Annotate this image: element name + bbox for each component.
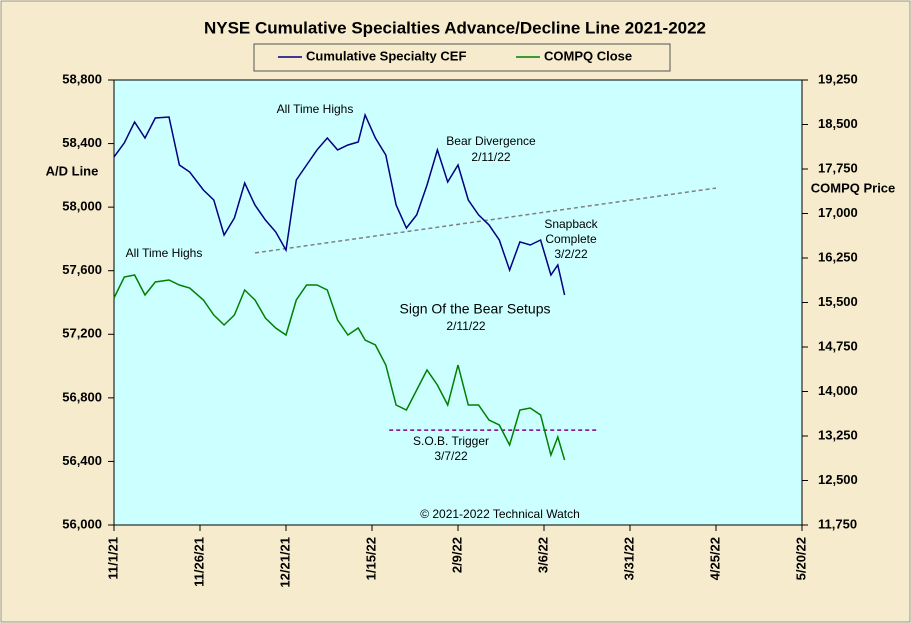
annotation: All Time Highs [277,102,354,116]
annotation: © 2021-2022 Technical Watch [420,507,580,521]
x-tick-label: 2/9/22 [449,537,464,573]
y2-tick-label: 13,250 [818,427,858,442]
x-tick-label: 3/31/22 [621,537,636,580]
annotation: Snapback [544,217,598,231]
y-tick-label: 56,800 [62,389,102,404]
y2-tick-label: 16,250 [818,249,858,264]
annotation: 2/11/22 [471,150,510,164]
legend-label: Cumulative Specialty CEF [306,48,466,63]
x-tick-label: 12/21/21 [277,537,292,588]
y-tick-label: 57,600 [62,262,102,277]
y2-tick-label: 14,750 [818,338,858,353]
legend [253,43,671,72]
y2-tick-label: 11,750 [818,516,857,531]
plot-area [113,79,803,526]
y-tick-label: 56,400 [62,453,102,468]
y-tick-label: 57,200 [62,326,102,341]
y2-tick-label: 15,500 [818,294,858,309]
annotation: Complete [545,232,597,246]
annotation: Sign Of the Bear Setups [400,301,551,317]
annotation: 3/7/22 [434,449,468,463]
legend-label: COMPQ Close [544,48,632,63]
y2-tick-label: 18,500 [818,116,858,131]
y2-tick-label: 17,000 [818,205,858,220]
y-tick-label: 58,000 [62,199,102,214]
y-tick-label: 58,400 [62,135,102,150]
x-tick-label: 5/20/22 [793,537,808,580]
annotation: Bear Divergence [446,134,536,148]
annotation: 2/11/22 [446,319,485,333]
trend-line [254,187,717,254]
chart-title: NYSE Cumulative Specialties Advance/Decl… [204,18,706,37]
y2-tick-label: 14,000 [818,383,858,398]
x-tick-label: 1/15/22 [363,537,378,580]
x-tick-label: 4/25/22 [707,537,722,580]
line-series [113,112,566,296]
y2-tick-label: 12,500 [818,472,858,487]
annotation: 3/2/22 [554,247,588,261]
x-tick-label: 11/1/21 [105,537,120,580]
y2-tick-label: 19,250 [818,71,858,86]
annotation: S.O.B. Trigger [413,434,489,448]
y-tick-label: 56,000 [62,516,102,531]
x-tick-label: 11/26/21 [191,537,206,587]
y2-axis-label: COMPQ Price [811,180,896,195]
y-axis-label: A/D Line [46,163,99,178]
line-series [113,274,566,461]
x-tick-label: 3/6/22 [535,537,550,573]
annotation: All Time Highs [126,246,203,260]
y-tick-label: 58,800 [62,71,102,86]
y2-tick-label: 17,750 [818,160,858,175]
